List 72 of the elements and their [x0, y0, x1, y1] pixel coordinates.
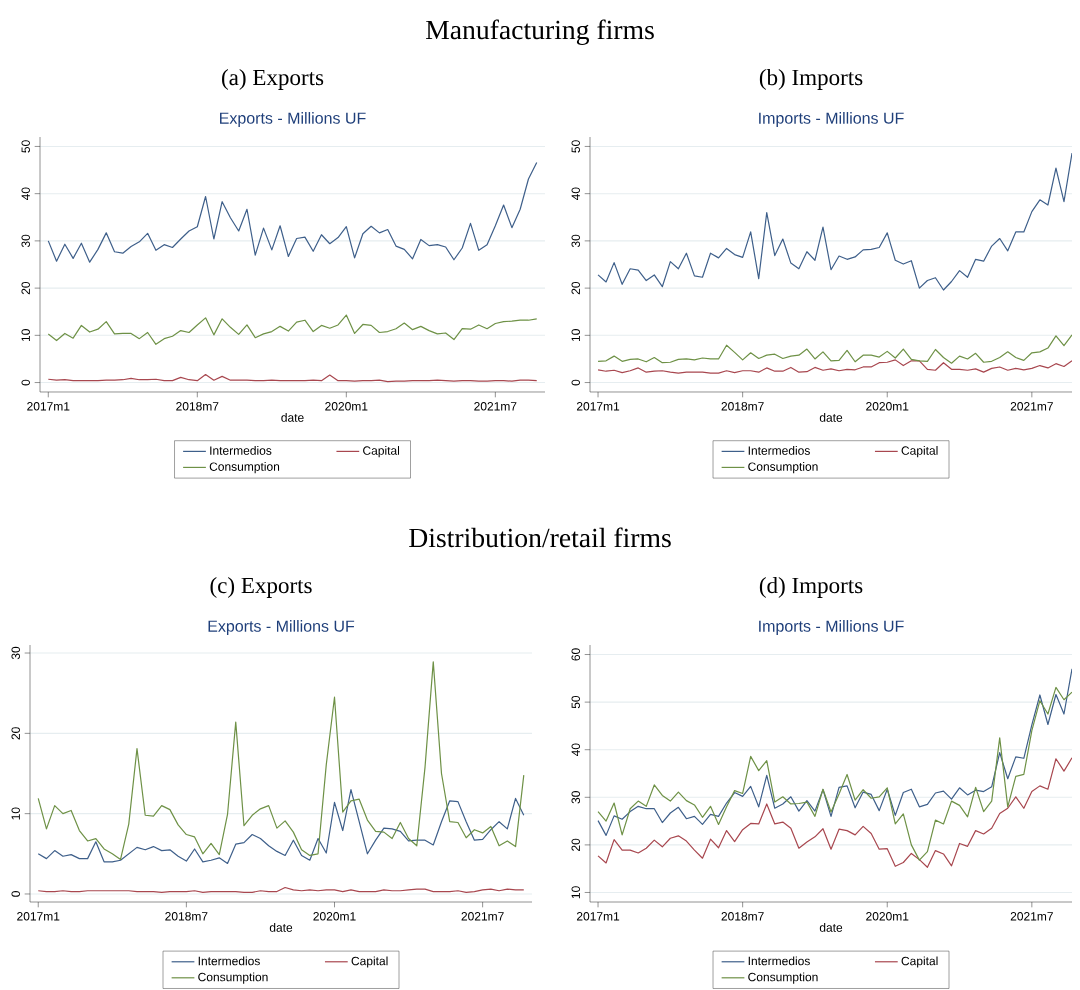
chart-title: Exports - Millions UF: [208, 620, 355, 635]
y-tick-label: 10: [11, 807, 20, 820]
text: Manufacturing firms: [426, 19, 654, 45]
x-tick-label: 2020m1: [866, 912, 909, 921]
x-axis-title: date: [269, 923, 293, 932]
y-tick-label: 50: [21, 140, 30, 153]
x-tick-label: 2021m7: [1010, 912, 1053, 921]
legend-label: Consumption: [209, 462, 280, 474]
y-tick-label: 30: [571, 234, 581, 248]
legend-label: Intermedios: [748, 956, 810, 966]
x-tick-label: 2021m7: [1010, 402, 1053, 411]
x-tick-label: 2021m7: [461, 912, 504, 921]
y-tick-label: 20: [571, 281, 581, 295]
legend-label: Capital: [901, 956, 938, 968]
y-tick-label: 0: [571, 379, 581, 386]
chart-title: Imports - Millions UF: [759, 620, 904, 635]
y-tick-label: 20: [571, 838, 581, 851]
x-tick-label: 2020m1: [866, 402, 909, 411]
x-tick-label: 2020m1: [313, 912, 356, 921]
x-tick-label: 2017m1: [27, 402, 70, 411]
y-tick-label: 0: [11, 891, 20, 897]
legend-label: Intermedios: [210, 446, 272, 455]
x-tick-label: 2018m7: [721, 402, 764, 411]
chart-subtitle: (c) Exports: [210, 577, 312, 598]
x-tick-label: 2018m7: [165, 912, 208, 921]
legend-label: Consumption: [748, 972, 818, 984]
legend-label: Capital: [351, 956, 388, 968]
y-tick-label: 10: [571, 329, 581, 342]
line-series: [597, 334, 1073, 364]
y-tick-label: 20: [11, 727, 20, 740]
chart-title: Exports - Millions UF: [220, 112, 366, 127]
y-tick-label: 30: [21, 234, 30, 248]
x-axis-title: date: [819, 923, 843, 932]
x-tick-label: 2017m1: [17, 912, 60, 921]
y-tick-label: 50: [571, 695, 581, 709]
line-series: [47, 314, 538, 345]
line-series: [37, 661, 525, 861]
line-series: [597, 757, 1073, 868]
y-tick-label: 30: [11, 646, 20, 660]
x-tick-label: 2018m7: [721, 912, 764, 921]
line-series: [47, 161, 538, 263]
y-tick-label: 10: [571, 886, 581, 899]
chart-title: Imports - Millions UF: [759, 112, 904, 127]
x-tick-label: 2017m1: [576, 912, 620, 921]
y-tick-label: 40: [21, 187, 30, 201]
text: Distribution/retail firms: [409, 527, 671, 548]
x-axis-title: date: [281, 413, 304, 422]
legend-label: Intermedios: [198, 956, 260, 966]
x-tick-label: 2017m1: [576, 402, 620, 411]
x-tick-label: 2020m1: [325, 402, 368, 411]
x-tick-label: 2021m7: [474, 402, 517, 411]
legend-label: Capital: [363, 446, 400, 458]
legend-label: Consumption: [748, 462, 818, 474]
y-tick-label: 50: [571, 140, 581, 153]
x-axis-title: date: [819, 413, 843, 422]
y-tick-label: 10: [21, 329, 30, 342]
x-tick-label: 2018m7: [176, 402, 219, 411]
y-tick-label: 40: [571, 743, 581, 757]
y-tick-label: 40: [571, 187, 581, 201]
y-tick-label: 0: [21, 379, 30, 386]
chart-subtitle: (a) Exports: [222, 69, 324, 90]
line-series: [597, 152, 1073, 291]
legend-label: Capital: [901, 446, 938, 458]
chart-subtitle: (d) Imports: [759, 577, 863, 598]
line-series: [597, 668, 1073, 836]
y-tick-label: 30: [571, 791, 581, 804]
legend-label: Intermedios: [748, 446, 810, 455]
y-tick-label: 20: [21, 281, 30, 295]
chart-subtitle: (b) Imports: [759, 69, 863, 90]
y-tick-label: 60: [571, 648, 581, 661]
line-series: [597, 686, 1073, 861]
legend-label: Consumption: [198, 972, 268, 984]
